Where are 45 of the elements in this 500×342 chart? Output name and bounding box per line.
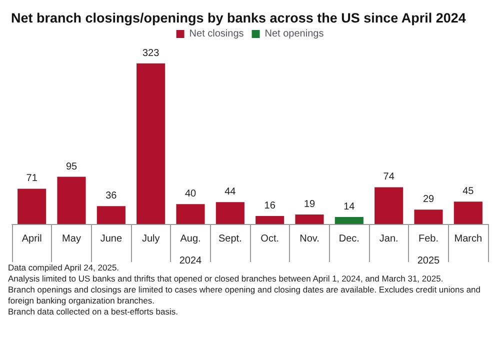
x-tick-label: March — [454, 234, 482, 244]
data-label: 36 — [106, 190, 118, 202]
x-tick-label: Dec. — [338, 234, 360, 244]
x-tick-label: May — [62, 234, 81, 244]
legend-label: Net closings — [189, 28, 244, 40]
legend-label: Net openings — [264, 28, 324, 40]
x-tick-label: Sept. — [218, 234, 242, 244]
x-tick-label: Jan. — [379, 234, 398, 244]
data-label: 323 — [142, 48, 160, 59]
text: 2024 — [179, 256, 202, 266]
x-tick-label: Nov. — [300, 234, 320, 244]
x-tick-label: July — [142, 234, 160, 244]
bar — [414, 210, 443, 224]
x-tick-label: June — [100, 234, 122, 244]
data-label: 74 — [383, 172, 395, 183]
bar — [96, 206, 126, 224]
bar — [334, 217, 364, 224]
bar — [216, 202, 244, 224]
data-label: 95 — [66, 161, 78, 172]
data-label: 40 — [184, 188, 196, 200]
text: Branch data collected on a best-efforts basis. — [8, 306, 178, 316]
text: 2025 — [417, 256, 440, 266]
bar — [256, 216, 284, 224]
bar — [295, 214, 324, 224]
bar — [374, 187, 404, 224]
x-tick-label: Oct. — [260, 234, 280, 244]
x-tick-label: Aug. — [180, 234, 201, 244]
data-label: 71 — [26, 173, 38, 184]
data-label: 14 — [344, 202, 356, 213]
bar — [176, 204, 205, 224]
bar — [454, 202, 482, 224]
x-tick-label: Feb. — [418, 234, 439, 244]
bar — [18, 188, 46, 224]
text: Analysis limited to US banks and thrifts that opened or closed branches between April 1, 2024, and March 31, 2025. — [8, 274, 444, 284]
data-label: 29 — [422, 194, 434, 206]
data-label: 16 — [264, 200, 276, 212]
x-tick-label: April — [22, 234, 42, 244]
data-label: 19 — [304, 199, 316, 210]
chart-title: Net branch closings/openings by banks across the US since April 2024 — [11, 10, 466, 26]
data-label: 45 — [462, 186, 474, 198]
bar — [57, 176, 86, 224]
text: Branch openings and closings are limited to cases where opening and closing dates are available. Excludes credit unions and foreign banking organization branches. — [8, 284, 483, 306]
data-label: 44 — [224, 186, 236, 198]
text: Data compiled April 24, 2025. — [8, 262, 120, 272]
bar — [136, 63, 166, 224]
